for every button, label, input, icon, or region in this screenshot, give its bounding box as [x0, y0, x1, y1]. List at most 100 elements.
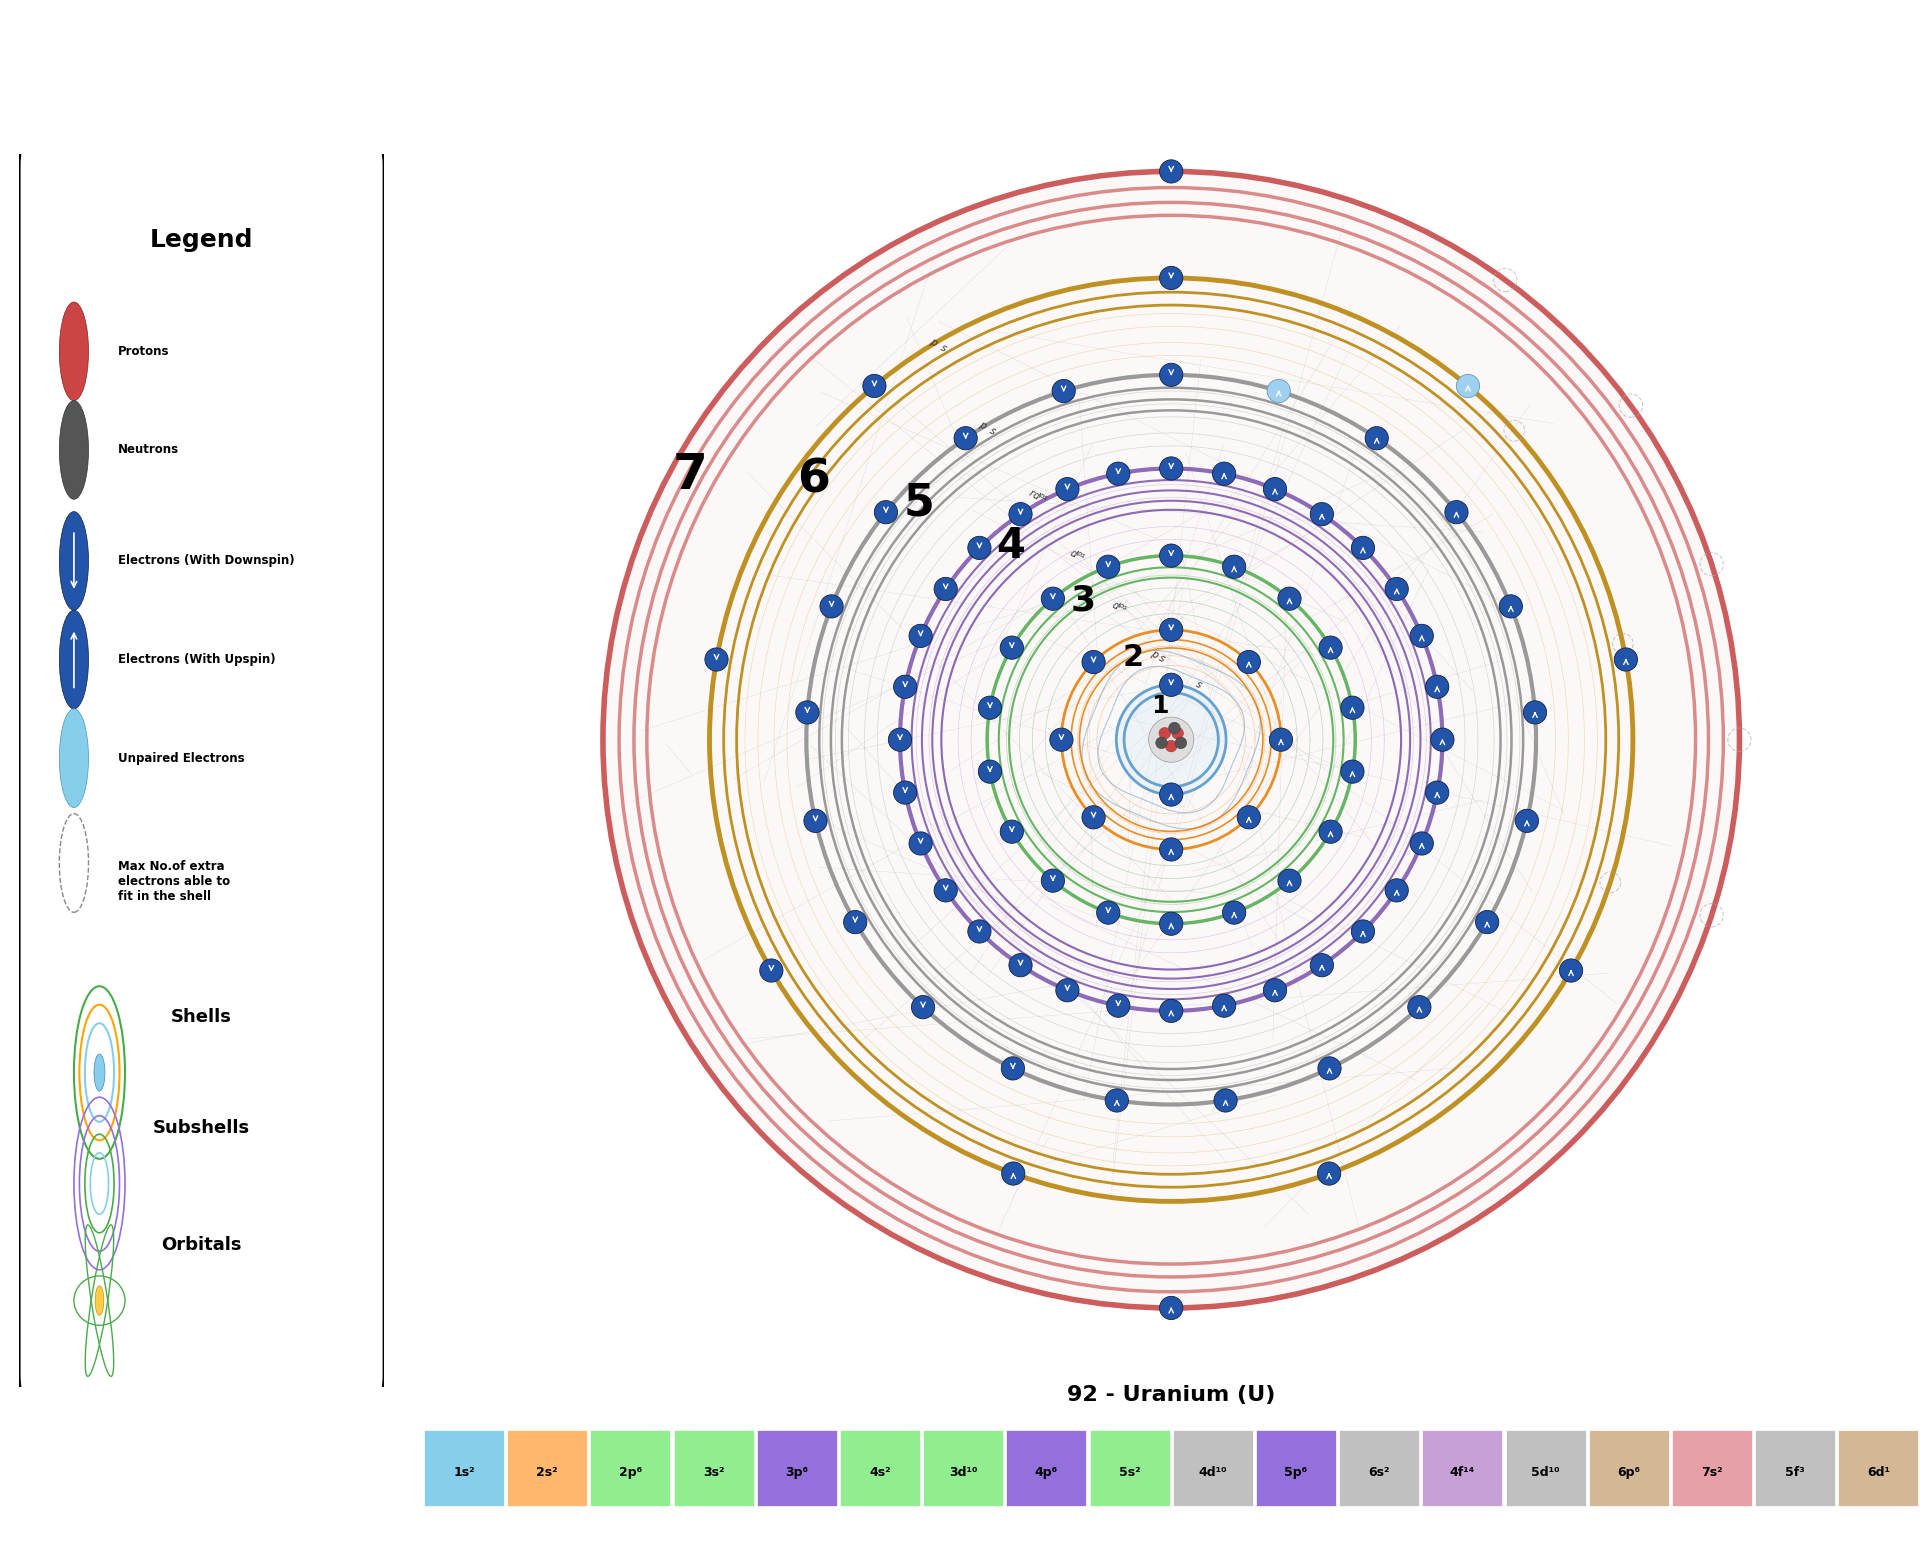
Circle shape: [893, 675, 918, 698]
Circle shape: [1160, 727, 1171, 740]
Circle shape: [1160, 267, 1183, 290]
FancyBboxPatch shape: [1340, 1430, 1419, 1506]
Circle shape: [1000, 820, 1023, 843]
FancyBboxPatch shape: [756, 1430, 837, 1506]
Circle shape: [912, 995, 935, 1019]
Circle shape: [968, 920, 991, 943]
FancyBboxPatch shape: [1839, 1430, 1918, 1506]
Circle shape: [1083, 806, 1106, 829]
Text: 5f³: 5f³: [1786, 1465, 1805, 1478]
Circle shape: [1106, 462, 1129, 485]
Circle shape: [979, 760, 1002, 783]
Circle shape: [1269, 727, 1292, 752]
Circle shape: [1309, 502, 1334, 525]
FancyBboxPatch shape: [1505, 1430, 1586, 1506]
FancyBboxPatch shape: [924, 1430, 1002, 1506]
Text: 6s²: 6s²: [1369, 1465, 1390, 1478]
Circle shape: [1352, 536, 1375, 559]
Text: Electrons (With Upspin): Electrons (With Upspin): [117, 653, 275, 666]
Circle shape: [1340, 697, 1363, 720]
FancyBboxPatch shape: [591, 1430, 670, 1506]
Circle shape: [1160, 544, 1183, 567]
Circle shape: [1384, 878, 1409, 901]
Circle shape: [1457, 374, 1480, 398]
Text: 4: 4: [996, 524, 1025, 567]
Circle shape: [1223, 555, 1246, 578]
Circle shape: [804, 809, 828, 832]
Text: d$^{ps}$: d$^{ps}$: [1110, 598, 1129, 616]
Circle shape: [96, 1285, 104, 1316]
Circle shape: [1319, 636, 1342, 660]
FancyBboxPatch shape: [674, 1430, 753, 1506]
Circle shape: [979, 697, 1002, 720]
Circle shape: [705, 647, 728, 672]
FancyBboxPatch shape: [424, 1430, 503, 1506]
Circle shape: [1008, 954, 1033, 977]
FancyBboxPatch shape: [19, 142, 384, 1399]
Circle shape: [1148, 717, 1194, 763]
Circle shape: [1279, 869, 1302, 892]
Circle shape: [933, 578, 958, 601]
Circle shape: [893, 781, 918, 804]
Text: 2: 2: [1121, 644, 1142, 672]
Circle shape: [1160, 838, 1183, 861]
Circle shape: [1352, 920, 1375, 943]
Circle shape: [60, 709, 88, 807]
Circle shape: [1223, 901, 1246, 925]
Text: Max No.of extra
electrons able to
fit in the shell: Max No.of extra electrons able to fit in…: [117, 860, 230, 903]
Circle shape: [1446, 501, 1469, 524]
Circle shape: [1279, 587, 1302, 610]
Circle shape: [1430, 727, 1453, 752]
Circle shape: [843, 911, 866, 934]
Circle shape: [1317, 1162, 1340, 1185]
Circle shape: [603, 171, 1740, 1308]
Text: Orbitals: Orbitals: [161, 1236, 242, 1254]
Text: Subshells: Subshells: [154, 1119, 250, 1137]
Text: Unpaired Electrons: Unpaired Electrons: [117, 752, 244, 764]
Circle shape: [60, 610, 88, 709]
FancyBboxPatch shape: [1423, 1430, 1501, 1506]
Circle shape: [760, 959, 783, 982]
Circle shape: [1050, 727, 1073, 752]
Circle shape: [1236, 650, 1260, 673]
Circle shape: [1213, 994, 1236, 1017]
Circle shape: [1052, 379, 1075, 402]
Circle shape: [889, 727, 912, 752]
Text: 6: 6: [797, 458, 829, 502]
Circle shape: [1160, 618, 1183, 641]
Circle shape: [1317, 1057, 1342, 1080]
Circle shape: [1160, 364, 1183, 387]
Circle shape: [874, 501, 897, 524]
Text: 4s²: 4s²: [870, 1465, 891, 1478]
Text: 3p⁶: 3p⁶: [785, 1465, 808, 1478]
Circle shape: [1384, 578, 1409, 601]
Circle shape: [1615, 647, 1638, 672]
Circle shape: [1160, 1296, 1183, 1319]
Text: 5s²: 5s²: [1119, 1465, 1140, 1478]
Circle shape: [795, 701, 820, 724]
Circle shape: [1041, 869, 1064, 892]
Circle shape: [1263, 979, 1286, 1002]
Text: 3d¹⁰: 3d¹⁰: [948, 1465, 977, 1478]
Circle shape: [1236, 806, 1260, 829]
Circle shape: [1106, 994, 1129, 1017]
Circle shape: [908, 624, 933, 647]
FancyBboxPatch shape: [1590, 1430, 1668, 1506]
Circle shape: [1409, 832, 1434, 855]
Text: 4d¹⁰: 4d¹⁰: [1198, 1465, 1227, 1478]
Text: 7s²: 7s²: [1701, 1465, 1722, 1478]
Circle shape: [1523, 701, 1548, 724]
Circle shape: [908, 832, 933, 855]
Circle shape: [1476, 911, 1500, 934]
FancyBboxPatch shape: [1672, 1430, 1751, 1506]
Text: s: s: [1194, 680, 1204, 690]
FancyBboxPatch shape: [1006, 1430, 1087, 1506]
Circle shape: [1106, 1089, 1129, 1113]
Circle shape: [1169, 723, 1181, 734]
Text: d$^{ps}$: d$^{ps}$: [1068, 546, 1087, 566]
Circle shape: [933, 878, 958, 901]
Text: 4p⁶: 4p⁶: [1035, 1465, 1058, 1478]
Circle shape: [968, 536, 991, 559]
Text: 7: 7: [672, 452, 708, 499]
Text: 6d¹: 6d¹: [1866, 1465, 1889, 1478]
